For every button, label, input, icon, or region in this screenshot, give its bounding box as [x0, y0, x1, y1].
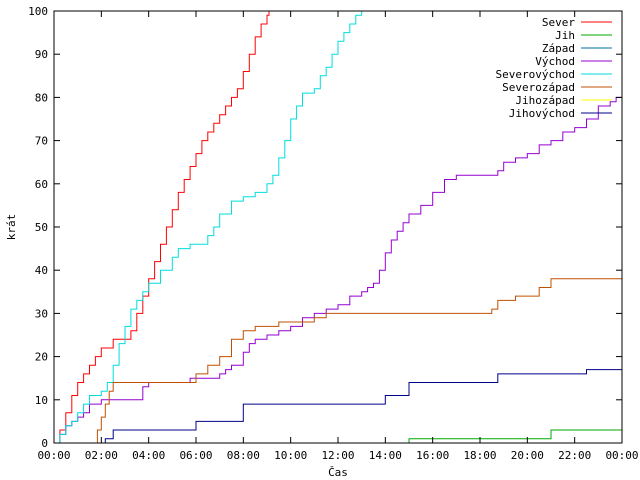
y-axis: 0 10 20 30 40 50 60 70 80 90 100 — [28, 5, 622, 450]
x-tick-label: 00:00 — [37, 449, 70, 462]
x-tick-label: 08:00 — [227, 449, 260, 462]
series-line-severozapad — [54, 278, 622, 444]
y-tick-label: 100 — [28, 5, 48, 18]
y-tick-label: 40 — [35, 264, 48, 277]
x-tick-label: 14:00 — [369, 449, 402, 462]
y-tick-label: 60 — [35, 178, 48, 191]
x-tick-label: 18:00 — [463, 449, 496, 462]
x-axis: 00:00 02:00 04:00 06:00 08:00 10:00 12:00 14:00… — [37, 11, 639, 462]
legend-label-severozapad: Severozápad — [502, 81, 575, 94]
y-tick-label: 70 — [35, 135, 48, 148]
legend: SeverJihZápadVýchodSeverovýchodSeverozáp… — [496, 16, 612, 120]
legend-label-jih: Jih — [555, 29, 575, 42]
x-tick-label: 22:00 — [558, 449, 591, 462]
series-line-sever — [54, 11, 270, 444]
x-tick-label: 02:00 — [85, 449, 118, 462]
x-tick-label: 04:00 — [132, 449, 165, 462]
legend-label-severovychod: Severovýchod — [496, 68, 575, 81]
y-tick-label: 80 — [35, 91, 48, 104]
y-tick-label: 30 — [35, 307, 48, 320]
legend-label-zapad: Západ — [542, 42, 575, 55]
y-tick-label: 20 — [35, 351, 48, 364]
legend-label-jihovychod: Jihovýchod — [509, 107, 575, 120]
x-axis-label: Čas — [328, 466, 348, 479]
x-tick-label: 06:00 — [179, 449, 212, 462]
y-tick-label: 50 — [35, 221, 48, 234]
x-tick-label: 12:00 — [321, 449, 354, 462]
y-tick-label: 90 — [35, 48, 48, 61]
legend-label-sever: Sever — [542, 16, 575, 29]
y-tick-label: 10 — [35, 394, 48, 407]
series-line-jihovychod — [54, 369, 622, 444]
legend-label-jihozapad: Jihozápad — [515, 94, 575, 107]
y-axis-label: krát — [5, 214, 18, 241]
x-tick-label: 10:00 — [274, 449, 307, 462]
series-line-vychod — [54, 88, 623, 444]
series-line-severovychod — [54, 10, 364, 444]
legend-label-vychod: Východ — [535, 55, 575, 68]
x-tick-label: 20:00 — [511, 449, 544, 462]
y-tick-label: 0 — [41, 437, 48, 450]
x-tick-label: 16:00 — [416, 449, 449, 462]
x-tick-label: 00:00 — [605, 449, 638, 462]
